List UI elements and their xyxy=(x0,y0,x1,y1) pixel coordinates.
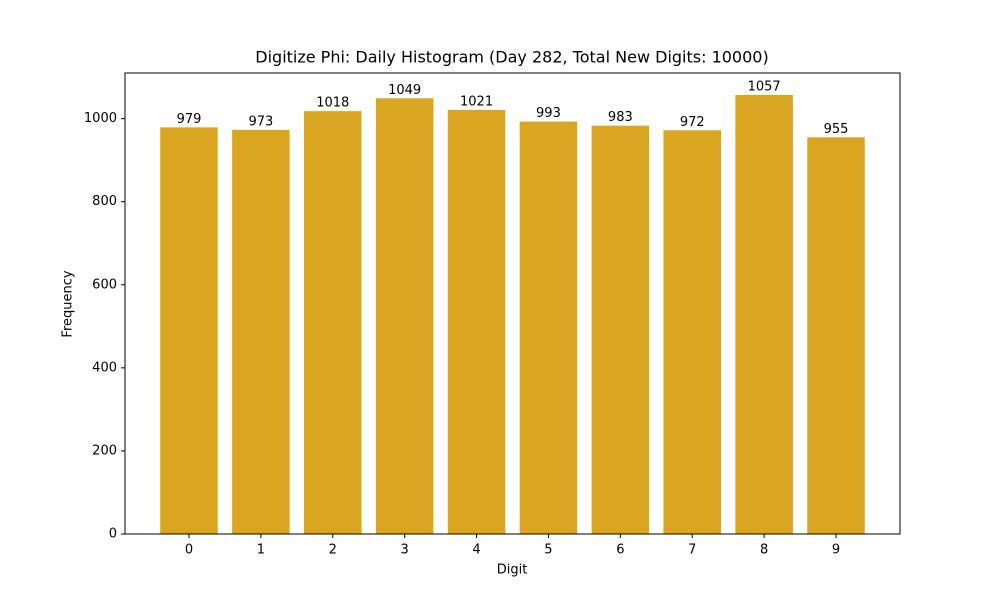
y-tick-label: 400 xyxy=(92,360,117,375)
bar xyxy=(375,98,434,534)
data-label: 983 xyxy=(608,110,633,125)
bar xyxy=(663,130,721,534)
y-axis-label: Frequency xyxy=(61,270,76,337)
bar xyxy=(304,111,362,535)
bar xyxy=(447,109,506,534)
y-tick-label: 1000 xyxy=(84,111,117,126)
bar xyxy=(160,127,218,535)
y-tick-label: 200 xyxy=(92,443,117,458)
bar xyxy=(807,137,865,535)
y-tick-label: 800 xyxy=(92,194,117,209)
x-tick-label: 4 xyxy=(472,543,480,558)
data-label: 993 xyxy=(536,106,561,121)
bar xyxy=(519,121,578,534)
x-tick-label: 0 xyxy=(185,543,193,558)
data-label: 1057 xyxy=(748,79,781,94)
data-label: 1049 xyxy=(388,83,421,98)
y-tick-label: 600 xyxy=(92,277,117,292)
x-tick-label: 6 xyxy=(616,543,624,558)
x-tick-label: 5 xyxy=(544,543,552,558)
chart-title: Digitize Phi: Daily Histogram (Day 282, … xyxy=(255,48,768,67)
bar xyxy=(735,94,793,534)
data-label: 973 xyxy=(248,114,273,129)
x-axis-label: Digit xyxy=(497,563,528,578)
data-label: 979 xyxy=(177,112,202,127)
bar xyxy=(232,129,290,535)
x-tick-label: 7 xyxy=(688,543,696,558)
data-label: 972 xyxy=(680,115,705,130)
x-tick-label: 8 xyxy=(760,543,768,558)
data-label: 1018 xyxy=(316,96,349,111)
x-tick-label: 3 xyxy=(401,543,409,558)
data-label: 955 xyxy=(824,122,849,137)
bar xyxy=(591,125,650,534)
x-tick-label: 2 xyxy=(329,543,337,558)
x-tick-label: 9 xyxy=(832,543,840,558)
x-tick-label: 1 xyxy=(257,543,265,558)
data-label: 1021 xyxy=(460,94,493,109)
plot-frame xyxy=(124,72,901,535)
y-tick-label: 0 xyxy=(109,527,117,542)
